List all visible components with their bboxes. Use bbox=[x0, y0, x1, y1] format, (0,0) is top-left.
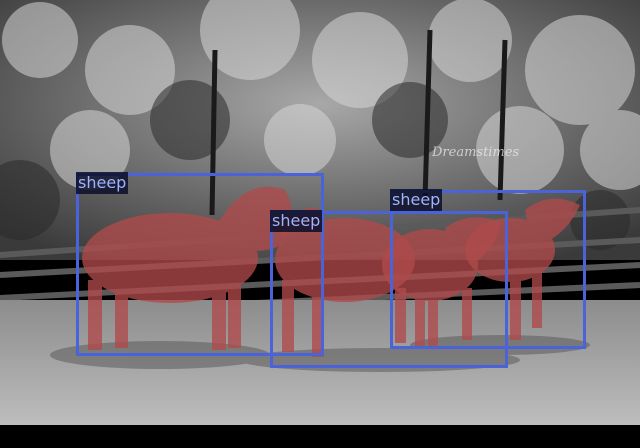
detection-label-2: sheep bbox=[270, 210, 323, 232]
tree-trunks bbox=[209, 29, 508, 216]
detection-box-2 bbox=[270, 211, 508, 368]
detection-label-1: sheep bbox=[76, 172, 129, 194]
detection-label-3: sheep bbox=[390, 189, 443, 211]
detection-box-1 bbox=[76, 173, 324, 356]
sheep-mask-back bbox=[465, 198, 580, 340]
bottom-letterbox bbox=[0, 425, 640, 448]
detection-box-3 bbox=[390, 190, 586, 349]
foliage-texture bbox=[2, 0, 640, 194]
watermark: Dreamstimes bbox=[431, 145, 519, 160]
